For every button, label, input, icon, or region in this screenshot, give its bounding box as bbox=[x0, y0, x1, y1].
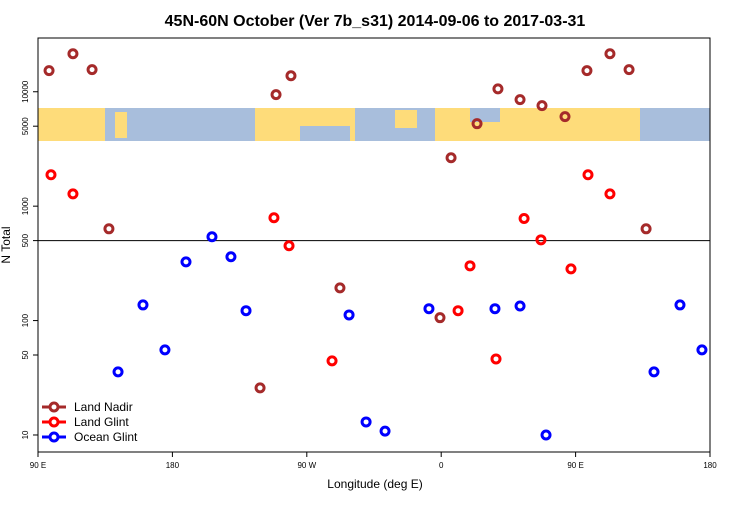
data-point bbox=[565, 263, 577, 275]
data-point bbox=[180, 256, 192, 268]
data-point bbox=[159, 344, 171, 356]
legend-marker bbox=[48, 431, 60, 443]
data-point bbox=[268, 212, 280, 224]
y-tick-label: 10000 bbox=[21, 80, 30, 103]
data-point bbox=[360, 416, 372, 428]
data-point bbox=[471, 118, 483, 130]
map-band bbox=[38, 108, 710, 141]
data-point bbox=[514, 300, 526, 312]
data-point bbox=[434, 312, 446, 324]
x-tick-label: 180 bbox=[703, 461, 717, 470]
data-point bbox=[604, 188, 616, 200]
data-point bbox=[343, 309, 355, 321]
data-point bbox=[379, 425, 391, 437]
data-point bbox=[581, 65, 593, 77]
data-point bbox=[67, 188, 79, 200]
legend-label: Land Glint bbox=[74, 415, 129, 429]
x-tick-label: 180 bbox=[166, 461, 180, 470]
data-point bbox=[535, 234, 547, 246]
data-point bbox=[489, 303, 501, 315]
legend-marker bbox=[48, 416, 60, 428]
data-point bbox=[423, 303, 435, 315]
data-point bbox=[67, 48, 79, 60]
data-point bbox=[283, 240, 295, 252]
x-tick-label: 90 E bbox=[30, 461, 46, 470]
data-point bbox=[270, 89, 282, 101]
legend-item: Land Glint bbox=[42, 415, 129, 429]
data-point bbox=[514, 94, 526, 106]
data-point bbox=[696, 344, 708, 356]
data-point bbox=[254, 382, 266, 394]
x-axis-label: Longitude (deg E) bbox=[327, 477, 422, 491]
data-point bbox=[225, 251, 237, 263]
data-point bbox=[640, 223, 652, 235]
legend-item: Land Nadir bbox=[42, 400, 133, 414]
legend-marker bbox=[48, 401, 60, 413]
data-point bbox=[445, 152, 457, 164]
data-point bbox=[604, 48, 616, 60]
data-point bbox=[518, 213, 530, 225]
data-point bbox=[490, 353, 502, 365]
data-point bbox=[536, 100, 548, 112]
plot-frame bbox=[37, 37, 711, 453]
data-point bbox=[582, 169, 594, 181]
data-point bbox=[623, 64, 635, 76]
y-tick-label: 1000 bbox=[21, 197, 30, 215]
map-land bbox=[395, 110, 417, 128]
y-axis-label: N Total bbox=[0, 226, 13, 263]
chart-title: 45N-60N October (Ver 7b_s31) 2014-09-06 … bbox=[165, 13, 586, 30]
data-point bbox=[103, 223, 115, 235]
x-tick-label: 90 E bbox=[567, 461, 583, 470]
data-point bbox=[559, 111, 571, 123]
data-point bbox=[464, 260, 476, 272]
data-point bbox=[492, 83, 504, 95]
legend-label: Land Nadir bbox=[74, 400, 133, 414]
map-ocean bbox=[105, 108, 255, 141]
data-point bbox=[240, 305, 252, 317]
data-point bbox=[674, 299, 686, 311]
data-point bbox=[334, 282, 346, 294]
legend-label: Ocean Glint bbox=[74, 430, 138, 444]
data-point bbox=[112, 366, 124, 378]
y-tick-label: 500 bbox=[21, 233, 30, 247]
data-point bbox=[452, 305, 464, 317]
y-tick-label: 100 bbox=[21, 313, 30, 327]
data-point bbox=[540, 429, 552, 441]
y-tick-label: 50 bbox=[21, 350, 30, 359]
map-ocean bbox=[640, 108, 710, 141]
data-point bbox=[43, 65, 55, 77]
x-tick-label: 0 bbox=[439, 461, 444, 470]
legend-item: Ocean Glint bbox=[42, 430, 138, 444]
data-point bbox=[137, 299, 149, 311]
data-point bbox=[326, 355, 338, 367]
data-point bbox=[285, 70, 297, 82]
x-tick-label: 90 W bbox=[297, 461, 316, 470]
map-ocean bbox=[300, 126, 350, 141]
data-point bbox=[45, 169, 57, 181]
data-point bbox=[86, 64, 98, 76]
y-tick-label: 10 bbox=[21, 430, 30, 439]
data-point bbox=[648, 366, 660, 378]
data-point bbox=[206, 231, 218, 243]
map-land bbox=[115, 112, 127, 138]
y-tick-label: 5000 bbox=[21, 117, 30, 135]
